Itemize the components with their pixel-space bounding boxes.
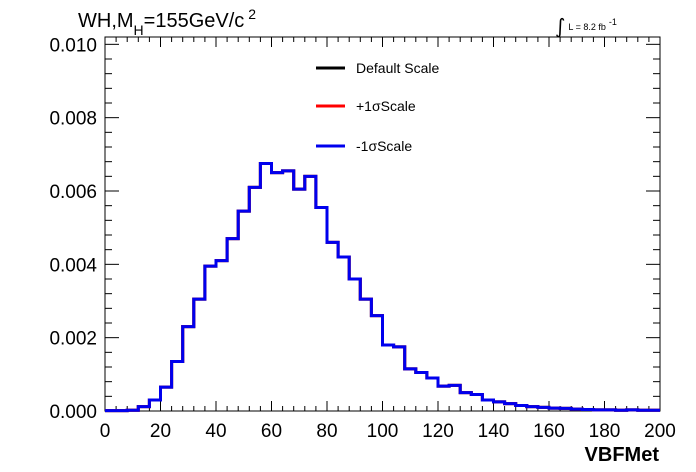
y-tick-label: 0.000 (49, 402, 97, 423)
x-tick-label: 0 (100, 421, 111, 442)
x-tick-label: 200 (644, 421, 676, 442)
legend: Default Scale +1σScale -1σScale (316, 60, 439, 154)
x-tick-label: 140 (478, 421, 510, 442)
y-tick-label: 0.002 (49, 329, 97, 350)
legend-label: -1σScale (356, 138, 412, 154)
x-tick-label: 60 (261, 421, 282, 442)
y-tick-label: 0.008 (49, 109, 97, 130)
luminosity-label: ∫ L = 8.2 fb -1 (555, 14, 617, 38)
axis-tick-labels: 0 20 40 60 80 100 120 140 160 180 200 0.000 0.002 0.0… (49, 35, 675, 442)
x-tick-label: 40 (205, 421, 226, 442)
title-prefix: WH,M (78, 10, 134, 32)
x-tick-label: 20 (150, 421, 171, 442)
x-tick-label: 120 (422, 421, 454, 442)
integral-symbol: ∫ (555, 14, 565, 38)
plot-title: WH,MH=155GeV/c 2 (78, 6, 256, 38)
x-tick-label: 180 (589, 421, 621, 442)
title-value: =155GeV/c (144, 10, 245, 32)
legend-label: Default Scale (356, 60, 439, 76)
x-axis-title: VBFMet (585, 444, 660, 466)
y-tick-label: 0.004 (49, 255, 97, 276)
x-tick-label: 160 (533, 421, 565, 442)
title-superscript: 2 (248, 6, 256, 22)
luminosity-superscript: -1 (609, 17, 617, 27)
x-tick-label: 80 (316, 421, 337, 442)
luminosity-text: L = 8.2 fb (568, 22, 605, 32)
legend-label: +1σScale (356, 98, 416, 114)
y-tick-label: 0.010 (49, 35, 97, 56)
title-subscript: H (134, 22, 144, 38)
series-line (105, 162, 660, 413)
series-layer (105, 162, 660, 413)
x-tick-label: 100 (367, 421, 399, 442)
y-tick-label: 0.006 (49, 182, 97, 203)
